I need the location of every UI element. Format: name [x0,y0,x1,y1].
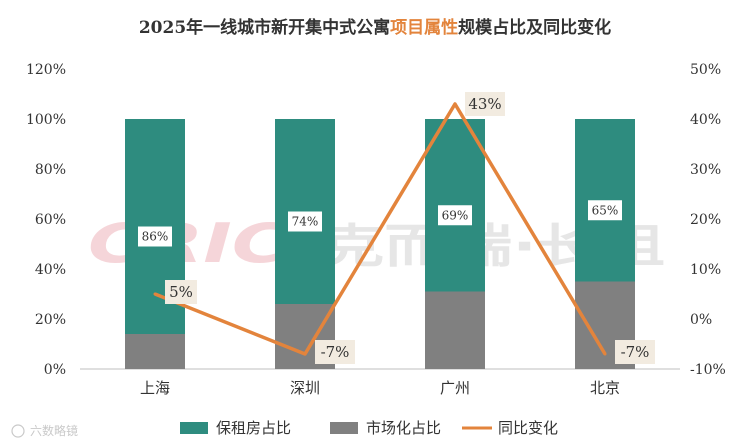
title-highlight: 项目属性 [390,17,458,38]
y-left-tick: 60% [35,212,66,228]
corner-watermark: 六数略镜 [11,423,78,438]
bar-labels: 86% 74% 69% 65% [138,200,622,247]
bar-market [125,334,185,369]
watermark-logo: CRIC [88,212,289,275]
y-right-tick: 20% [690,212,721,228]
legend-swatch [330,422,358,434]
legend-swatch [180,422,208,434]
line-series [153,102,607,356]
y-left-tick: 100% [26,112,66,128]
y-left-tick: 0% [44,362,66,378]
y-right-tick: 50% [690,62,721,78]
legend-label: 保租房占比 [216,419,291,437]
title-prefix: 2025年一线城市新开集中式公寓 [139,17,390,38]
y-right-tick: -10% [690,362,726,378]
x-tick-label: 北京 [590,379,620,397]
line-data-label: 43% [468,95,501,113]
corner-watermark-text: 六数略镜 [30,423,78,438]
x-tick-label: 广州 [440,379,470,397]
bar-data-label-bg [138,226,172,247]
y-left-tick: 20% [35,312,66,328]
bar-data-label: 65% [592,203,619,217]
chart-title: 2025年一线城市新开集中式公寓项目属性规模占比及同比变化 [139,17,611,38]
y-axis-right: -10% 0% 10% 20% 30% 40% 50% [690,62,726,378]
legend-label: 市场化占比 [366,419,441,437]
bar-data-label: 74% [292,215,319,229]
yoy-change-line [154,102,607,356]
line-data-label-bg [315,340,355,364]
line-data-label-bg [165,280,197,304]
line-point [153,292,157,296]
legend: 保租房占比 市场化占比 同比变化 [180,419,558,437]
corner-logo-icon [11,424,25,438]
line-point [603,352,607,356]
bar-data-label-bg [438,205,472,226]
y-left-tick: 80% [35,162,66,178]
legend-label: 同比变化 [498,419,558,437]
line-point [453,102,457,106]
x-axis-labels: 上海 深圳 广州 北京 [140,379,620,397]
line-data-label: 5% [169,283,193,301]
bar-data-label: 86% [142,230,169,244]
bar-data-label-bg [288,211,322,232]
line-data-label-bg [465,92,505,116]
bar-data-label-bg [588,200,622,221]
bar-market [425,291,485,369]
line-data-label: -7% [321,343,350,361]
title-suffix: 规模占比及同比变化 [458,17,611,38]
line-point [303,352,307,356]
y-left-tick: 40% [35,262,66,278]
x-tick-label: 上海 [140,379,170,397]
y-right-tick: 0% [690,312,712,328]
line-data-label: -7% [621,343,650,361]
x-tick-label: 深圳 [290,379,320,397]
bar-data-label: 69% [442,208,469,222]
y-right-tick: 30% [690,162,721,178]
y-axis-left: 0% 20% 40% 60% 80% 100% 120% [26,62,66,378]
line-labels: 5% -7% 43% -7% [165,92,655,364]
y-right-tick: 40% [690,112,721,128]
line-data-label-bg [615,340,655,364]
y-left-tick: 120% [26,62,66,78]
y-right-tick: 10% [690,262,721,278]
